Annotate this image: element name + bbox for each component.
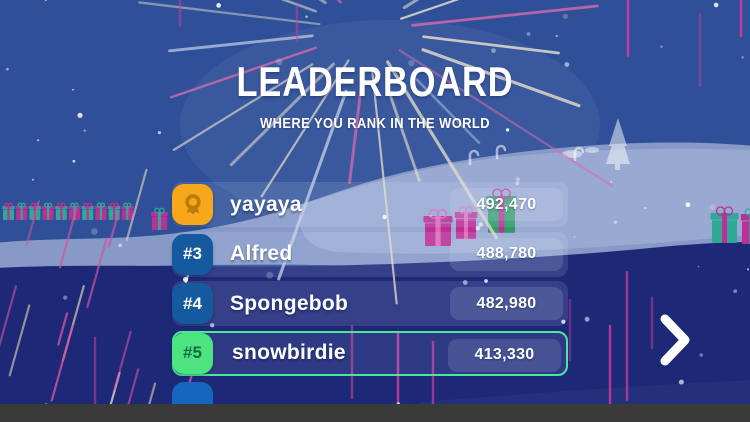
player-score: 492,470 (476, 195, 537, 213)
header: LEADERBOARD WHERE YOU RANK IN THE WORLD (0, 58, 750, 132)
medal-icon (184, 193, 201, 214)
leaderboard-list: yayaya 492,470 #3 Alfred 488,780 #4 Spon… (172, 182, 568, 376)
page-subtitle: WHERE YOU RANK IN THE WORLD (260, 115, 490, 132)
player-name: yayaya (230, 192, 302, 216)
rank-badge-first (172, 184, 213, 225)
rank-badge: #3 (172, 233, 213, 275)
rank-badge-next-partial (172, 382, 213, 404)
player-name: Alfred (230, 242, 293, 265)
player-name: snowbirdie (232, 341, 346, 364)
tree-silhouette (606, 118, 630, 170)
player-score: 488,780 (476, 245, 537, 262)
leaderboard-row-2: #3 Alfred 488,780 (172, 231, 568, 277)
player-name: Spongebob (230, 291, 349, 315)
next-page-button[interactable] (652, 310, 698, 370)
leaderboard-row-1: yayaya 492,470 (172, 182, 568, 227)
page-title: LEADERBOARD (236, 58, 514, 105)
candy-cane-icons (468, 144, 585, 166)
rank-badge: #4 (172, 283, 213, 324)
score-pill: 492,470 (450, 188, 563, 221)
leaderboard-row-current-player: #5 snowbirdie 413,330 (172, 330, 568, 376)
chevron-right-icon (660, 314, 690, 366)
player-score: 482,980 (476, 294, 537, 312)
rank-badge-current: #5 (172, 332, 213, 374)
leaderboard-row-3: #4 Spongebob 482,980 (172, 281, 568, 326)
player-score: 413,330 (474, 346, 535, 363)
score-pill: 413,330 (448, 338, 561, 372)
score-pill: 488,780 (450, 237, 563, 271)
bottom-letterbox-bar (0, 404, 750, 422)
score-pill: 482,980 (450, 287, 563, 320)
